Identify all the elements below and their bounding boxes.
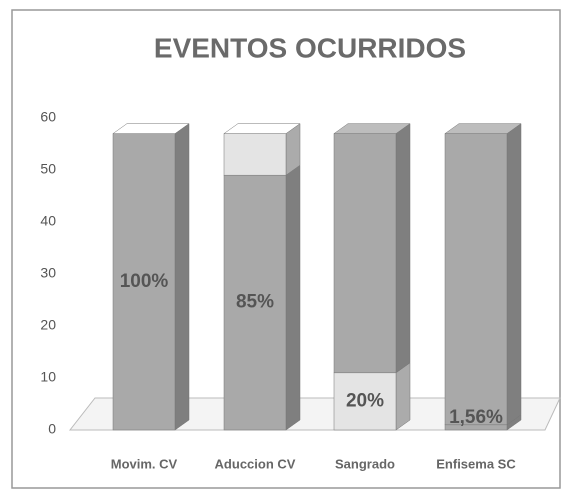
bar-top [333, 123, 411, 134]
y-tick-label: 0 [48, 421, 56, 437]
x-tick-label: Enfisema SC [436, 456, 516, 471]
data-annotation: 1,56% [449, 407, 503, 428]
bar-top [112, 123, 190, 134]
bar [444, 133, 508, 426]
x-tick-label: Sangrado [335, 456, 395, 471]
y-tick-label: 20 [40, 317, 56, 333]
bar [333, 372, 397, 431]
bar-side [395, 362, 411, 431]
bar-side [395, 123, 411, 374]
y-tick-label: 50 [40, 161, 56, 177]
x-tick-label: Movim. CV [111, 456, 178, 471]
x-tick-label: Aduccion CV [215, 456, 296, 471]
y-tick-label: 60 [40, 109, 56, 125]
data-annotation: 100% [120, 271, 169, 292]
y-tick-label: 10 [40, 369, 56, 385]
bar [223, 133, 287, 176]
data-annotation: 85% [236, 292, 274, 313]
bar-side [285, 164, 301, 431]
bar-side [506, 123, 522, 426]
data-annotation: 20% [346, 390, 384, 411]
bar [112, 133, 176, 431]
bar [333, 133, 397, 374]
chart-title: EVENTOS OCURRIDOS [154, 32, 466, 63]
bar-top [223, 123, 301, 134]
bar-top [444, 123, 522, 134]
bar-side [174, 123, 190, 431]
y-tick-label: 40 [40, 213, 56, 229]
y-tick-label: 30 [40, 265, 56, 281]
bar [223, 174, 287, 431]
